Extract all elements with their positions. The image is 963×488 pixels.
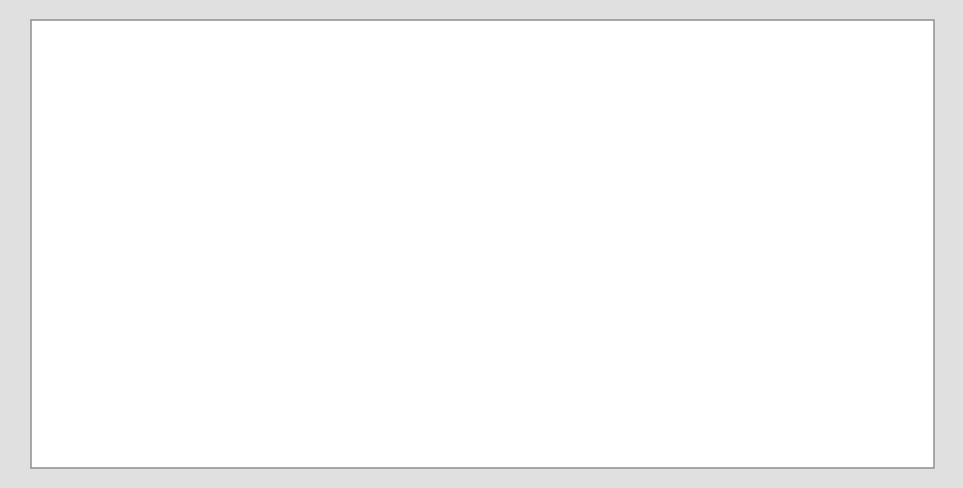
- Bar: [207, 298, 544, 349]
- Text: Volume $=$: Volume $=$: [63, 313, 192, 336]
- Text: NOTE: Enter the exact answer.: NOTE: Enter the exact answer.: [63, 227, 371, 245]
- Text: Find the volume of the solid that results when the region enclosed by: Find the volume of the solid that result…: [63, 78, 822, 100]
- Text: $x = y^2$ and $x = y$ is revolved about the line $y = -4.$: $x = y^2$ and $x = y$ is revolved about …: [63, 156, 608, 185]
